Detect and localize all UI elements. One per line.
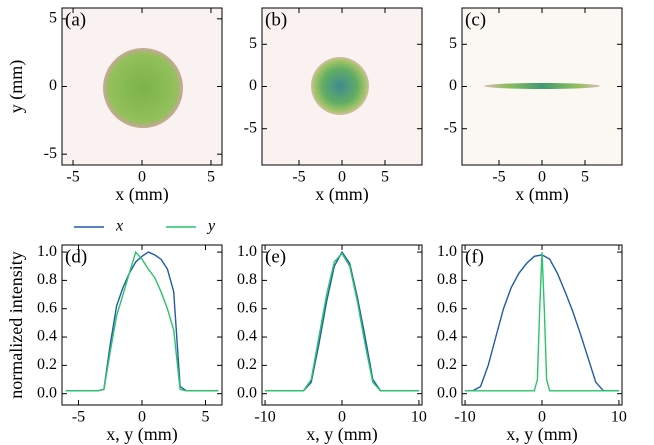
x-axis-label: x (mm): [515, 184, 569, 205]
y-axis-label: y (mm): [6, 60, 27, 114]
x-tick-label: 0: [538, 409, 546, 426]
x-tick-label: -5: [492, 169, 505, 186]
x-axis-label: x, y (mm): [106, 424, 178, 445]
x-tick-label: 0: [538, 169, 546, 186]
data-line: [265, 250, 419, 392]
y-tick-label: -5: [444, 119, 457, 136]
y-tick-label: 0.2: [237, 356, 257, 373]
x-tick-label: 10: [411, 409, 427, 426]
beam-spot: [484, 83, 600, 89]
x-tick-label: 5: [581, 169, 589, 186]
y-tick-label: 0.4: [237, 328, 257, 345]
y-tick-label: 0: [449, 77, 457, 94]
x-axis-label: x (mm): [315, 184, 369, 205]
y-tick-label: 0.4: [437, 328, 457, 345]
x-tick-label: 5: [381, 169, 389, 186]
x-tick-label: -10: [454, 409, 475, 426]
data-line: [65, 251, 219, 392]
axes-frame: [261, 244, 423, 406]
y-tick-label: 0.2: [437, 356, 457, 373]
x-axis-label: x, y (mm): [306, 424, 378, 445]
y-tick-label: 0.8: [437, 271, 457, 288]
x-tick-label: -5: [66, 169, 79, 186]
data-line: [465, 252, 619, 392]
y-tick-label: 0: [249, 77, 257, 94]
y-tick-label: 0.6: [437, 299, 457, 316]
y-tick-label: 0.0: [437, 384, 457, 401]
x-axis-label: x, y (mm): [506, 424, 578, 445]
y-tick-label: 1.0: [37, 243, 57, 260]
legend-label: x: [115, 218, 123, 235]
y-tick-label: 0.2: [37, 356, 57, 373]
axes-frame: [61, 244, 223, 406]
y-tick-label: 5: [249, 35, 257, 52]
x-tick-label: 5: [201, 409, 209, 426]
x-tick-label: 0: [338, 169, 346, 186]
panel-label: (a): [65, 9, 86, 30]
y-tick-label: 0.6: [37, 299, 57, 316]
x-tick-label: -5: [72, 409, 85, 426]
y-tick-label: 1.0: [237, 243, 257, 260]
panel-label: (e): [265, 246, 286, 267]
data-line: [265, 252, 419, 392]
y-tick-label: -5: [44, 145, 57, 162]
y-tick-label: 5: [449, 35, 457, 52]
panel-label: (b): [265, 9, 287, 30]
x-tick-label: 10: [611, 409, 627, 426]
beam-spot: [311, 57, 369, 115]
x-tick-label: -10: [254, 409, 275, 426]
panel-label: (c): [465, 9, 486, 30]
data-line: [65, 250, 219, 392]
y-tick-label: 0: [49, 77, 57, 94]
y-tick-label: -5: [244, 119, 257, 136]
y-tick-label: 0.8: [37, 271, 57, 288]
x-tick-label: 5: [207, 169, 215, 186]
y-tick-label: 0.8: [237, 271, 257, 288]
x-axis-label: x (mm): [115, 184, 169, 205]
x-tick-label: 0: [338, 409, 346, 426]
y-tick-label: 0.0: [37, 384, 57, 401]
x-tick-label: -5: [292, 169, 305, 186]
y-tick-label: 0.0: [237, 384, 257, 401]
x-tick-label: 0: [138, 409, 146, 426]
data-line: [465, 254, 619, 392]
x-tick-label: 0: [138, 169, 146, 186]
y-tick-label: 0.6: [237, 299, 257, 316]
y-axis-label: normalized intensity: [6, 251, 26, 398]
y-tick-label: 5: [49, 9, 57, 26]
beam-spot: [103, 48, 183, 128]
y-tick-label: 1.0: [437, 243, 457, 260]
legend-label: y: [206, 218, 216, 235]
panel-label: (d): [65, 246, 87, 267]
y-tick-label: 0.4: [37, 328, 57, 345]
panel-label: (f): [465, 246, 484, 267]
